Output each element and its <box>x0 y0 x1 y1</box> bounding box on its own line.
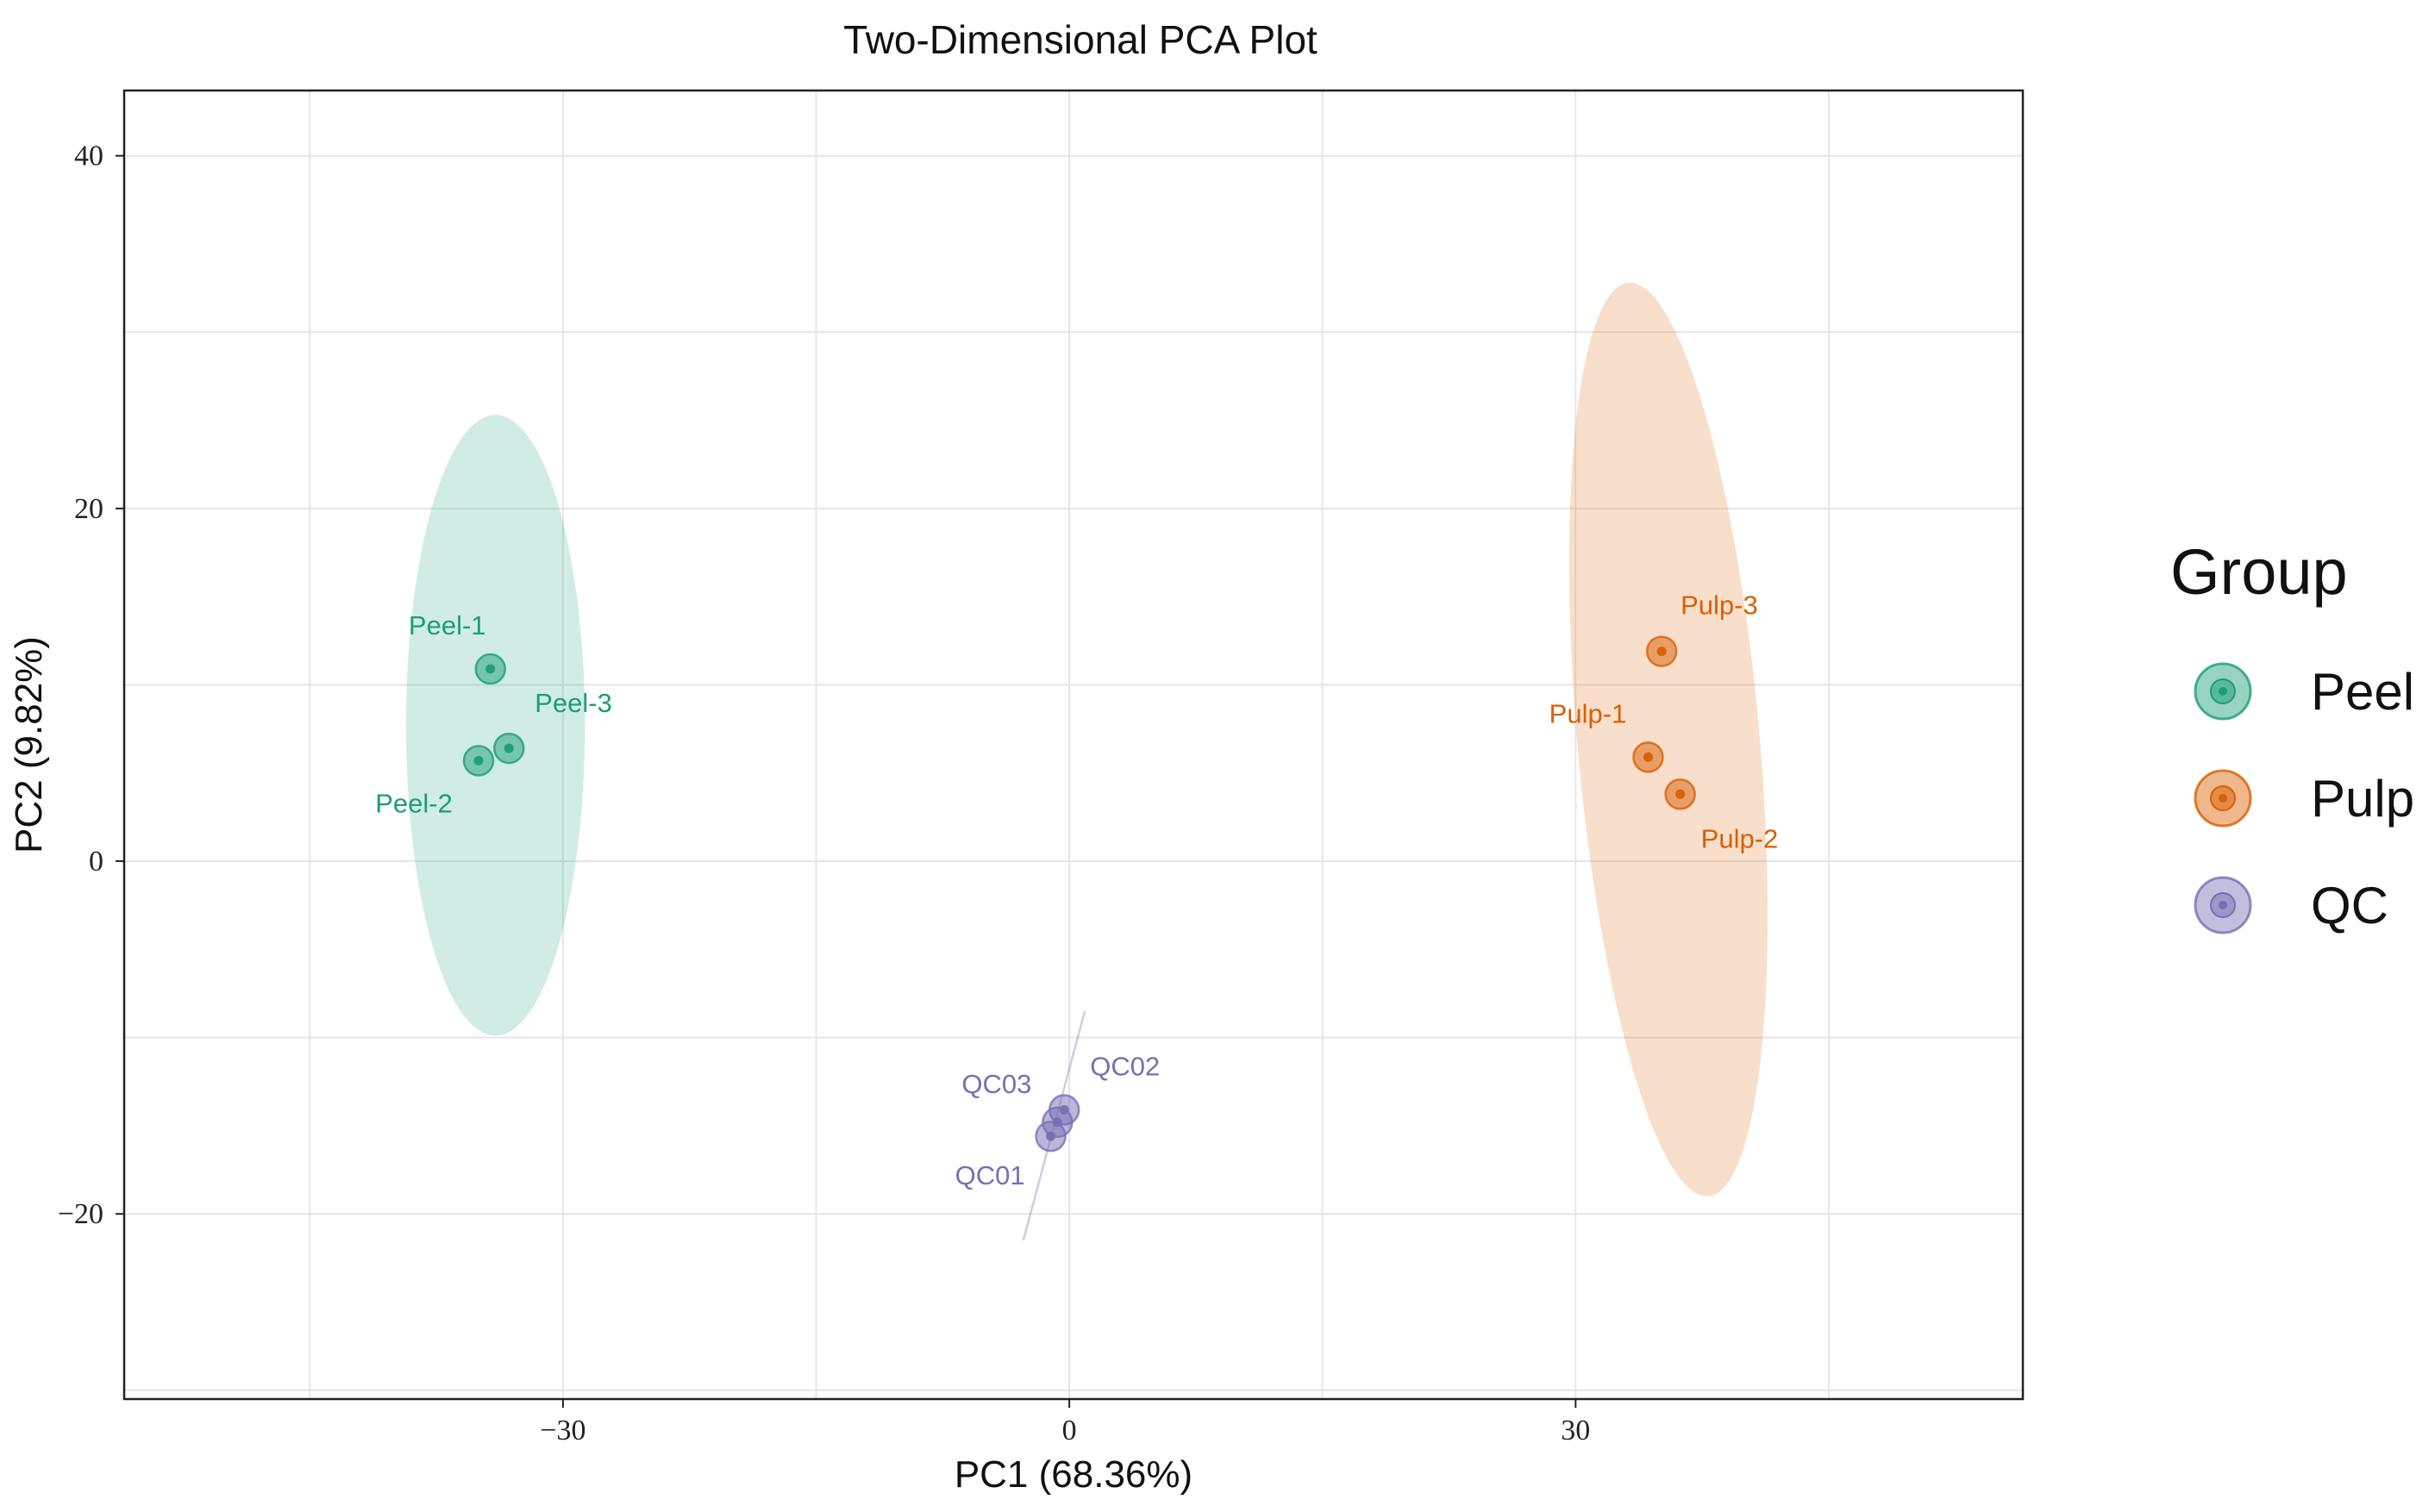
x-axis-title: PC1 (68.36%) <box>955 1453 1192 1496</box>
point-label-qc02: QC02 <box>1090 1051 1160 1081</box>
legend-item-peel: Peel <box>2195 663 2414 721</box>
point-label-peel-3: Peel-3 <box>535 688 612 718</box>
point-label-pulp-1: Pulp-1 <box>1549 698 1627 728</box>
y-tick-label: 40 <box>74 141 103 172</box>
point-label-pulp-2: Pulp-2 <box>1701 823 1779 853</box>
point-center <box>1053 1117 1062 1127</box>
legend-key-center <box>2219 794 2227 803</box>
legend-label-qc: QC <box>2311 877 2388 934</box>
point-center <box>1675 790 1685 799</box>
legend-title: Group <box>2170 536 2348 608</box>
chart-title: Two-Dimensional PCA Plot <box>843 17 1318 62</box>
point-qc03 <box>1042 1108 1072 1137</box>
point-label-qc01: QC01 <box>955 1160 1025 1190</box>
pca-chart: Two-Dimensional PCA Plot Peel-1 Peel-2 Pee… <box>0 0 2435 1512</box>
legend-item-qc: QC <box>2195 877 2388 934</box>
x-tick-label: −30 <box>540 1415 585 1446</box>
x-tick-label: 30 <box>1561 1415 1590 1446</box>
point-label-qc03: QC03 <box>961 1069 1031 1099</box>
point-center <box>504 744 514 753</box>
legend-label-peel: Peel <box>2311 663 2414 721</box>
point-label-peel-2: Peel-2 <box>375 788 453 818</box>
legend-label-pulp: Pulp <box>2311 770 2414 828</box>
point-peel-1 <box>476 654 505 684</box>
y-tick-label: 20 <box>74 493 103 525</box>
y-tick-label: 0 <box>89 846 103 878</box>
x-tick-label: 0 <box>1062 1415 1077 1446</box>
point-pulp-2 <box>1666 779 1695 809</box>
point-pulp-1 <box>1633 742 1662 772</box>
legend-key-center <box>2219 901 2227 909</box>
point-center <box>1657 647 1667 656</box>
point-center <box>485 665 495 674</box>
point-pulp-3 <box>1647 637 1676 666</box>
point-label-pulp-3: Pulp-3 <box>1681 590 1758 621</box>
ellipse-peel <box>406 415 585 1035</box>
point-center <box>474 756 484 765</box>
point-peel-3 <box>494 734 523 763</box>
point-label-peel-1: Peel-1 <box>409 610 486 640</box>
y-axis-title: PC2 (9.82%) <box>8 636 50 853</box>
legend: Peel Pulp QC <box>2195 663 2414 934</box>
legend-item-pulp: Pulp <box>2195 770 2414 828</box>
y-tick-label: −20 <box>58 1198 103 1230</box>
legend-key-center <box>2219 687 2227 696</box>
point-peel-2 <box>464 746 493 775</box>
point-center <box>1643 753 1653 762</box>
